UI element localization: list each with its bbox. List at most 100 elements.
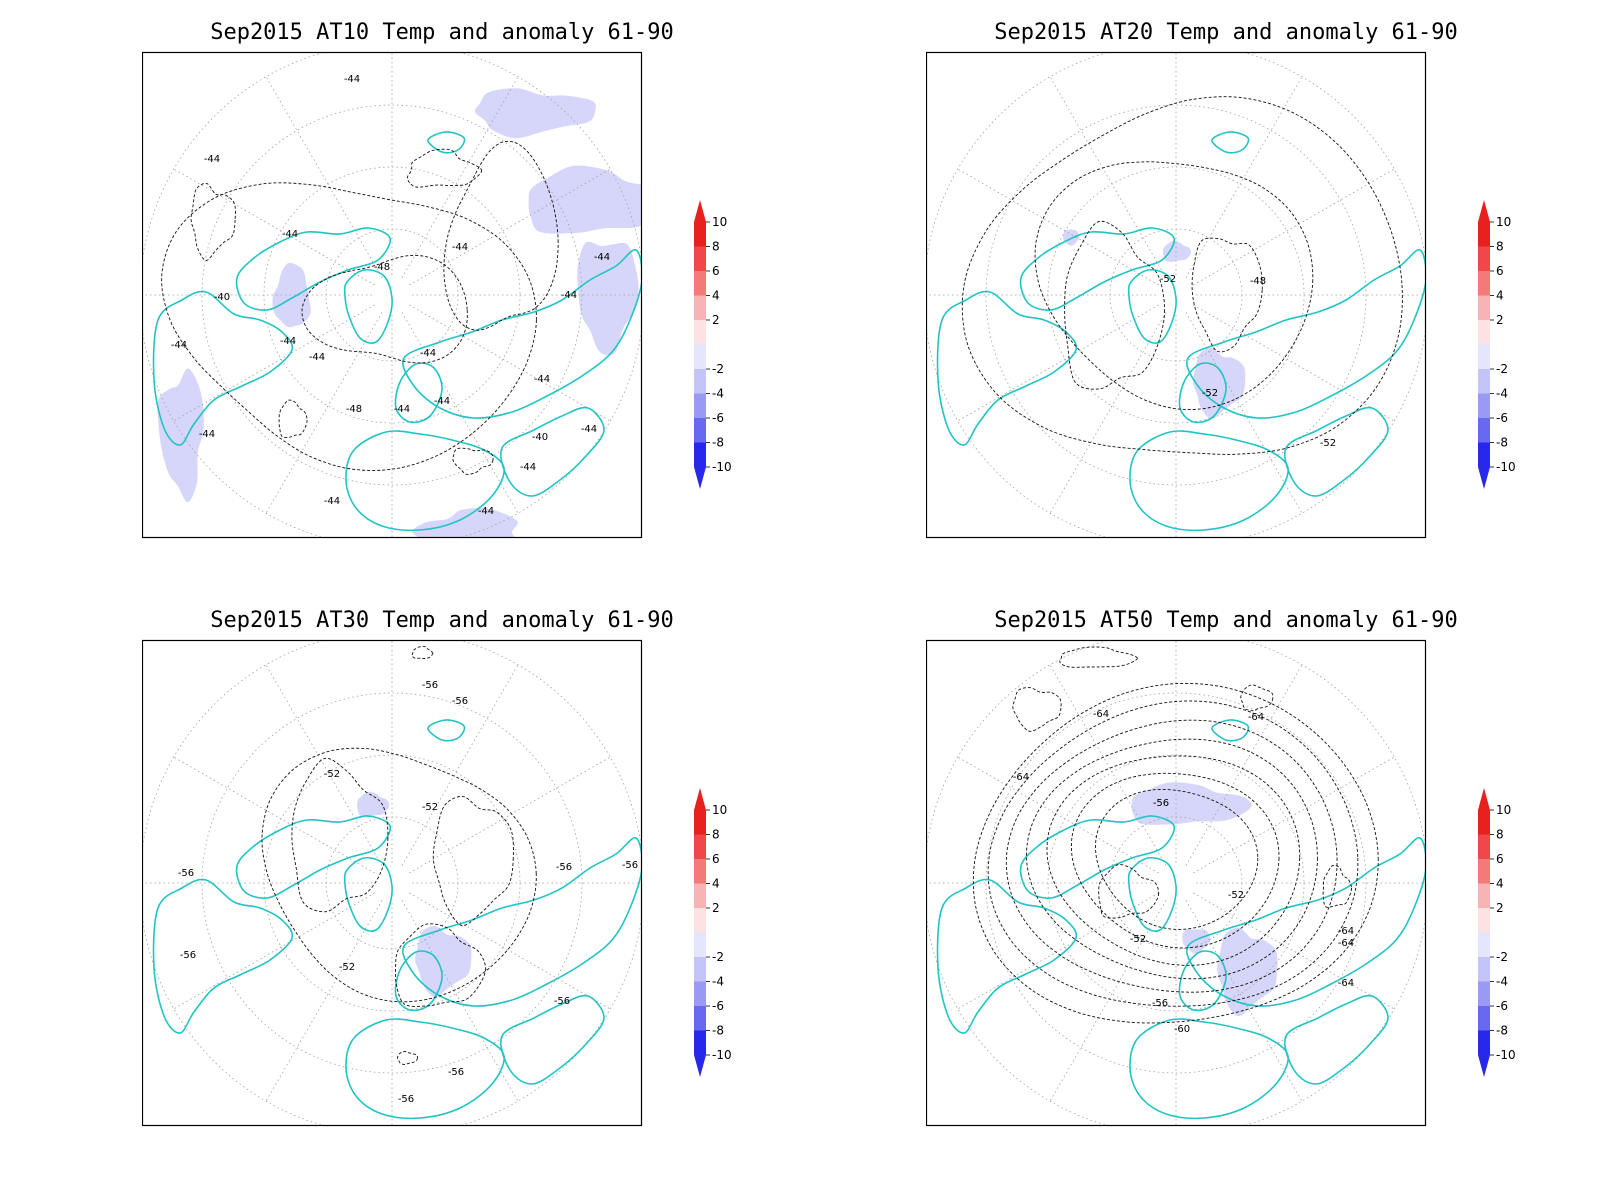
temperature-contour [961,96,1403,455]
colorbar-label: 6 [712,264,720,278]
colorbar-segment [1478,908,1490,933]
temperature-contour [1098,864,1160,919]
anomaly-region [1063,229,1080,246]
colorbar-segment [694,908,706,933]
colorbar-segment [694,222,706,247]
coastline [235,815,392,899]
temperature-contour [291,757,389,913]
colorbar-segment [694,320,706,345]
panel-title: Sep2015 AT30 Temp and anomaly 61-90 [210,608,674,633]
meridian-line [173,168,375,286]
temperature-contour [972,682,1379,1024]
anomaly-region [1193,348,1246,420]
map-area: -52 -48 -52 -52 [926,52,1426,538]
colorbar-segment [1478,859,1490,884]
temperature-contour [301,254,468,364]
contour-label: -56 [1152,998,1168,1009]
meridian-line [957,168,1159,286]
colorbar: 10 8 6 4 2 -2 -4 -6 -8 -10 [1478,200,1516,489]
coastline [1129,1018,1289,1120]
temperature-contour [190,182,236,261]
colorbar-segment [1478,834,1490,859]
colorbar-segment [694,834,706,859]
contour-label: -60 [1174,1024,1190,1035]
colorbar-label: -4 [712,975,724,989]
map-area: -64 -64-64-64-56-52-52 -64-64-56-60 [926,640,1426,1126]
anomaly-region [577,241,639,356]
panel-title: Sep2015 AT20 Temp and anomaly 61-90 [994,20,1458,45]
colorbar-segment [694,246,706,271]
temperature-contour [1034,161,1314,410]
temperature-contour [161,182,537,471]
colorbar-segment [694,271,706,296]
contour-label: -56 [554,996,570,1007]
contour-label: -44 [324,496,340,507]
anomaly-region [357,791,390,817]
colorbar-label: -4 [1496,975,1508,989]
colorbar-label: -8 [1496,436,1508,450]
contour-label: -64 [1338,978,1354,989]
colorbar-arrow-top [1478,788,1490,810]
coastline [427,131,466,154]
colorbar-label: -10 [712,460,732,474]
colorbar-label: 2 [1496,901,1504,915]
latitude-circle [985,692,1367,1074]
colorbar-segment [1478,418,1490,443]
latitude-circle [985,104,1367,486]
colorbar-label: -6 [1496,411,1508,425]
colorbar-label: -8 [712,436,724,450]
colorbar-arrow-bottom [1478,467,1490,489]
colorbar-segment [1478,295,1490,320]
contour-label: -44 [344,74,360,85]
colorbar-label: -6 [712,999,724,1013]
colorbar-arrow-top [694,788,706,810]
colorbar-segment [1478,1006,1490,1031]
anomaly-region [272,262,311,328]
contour-label: -44 [171,340,187,351]
colorbar-label: 10 [1496,803,1511,817]
colorbar-segment [1478,246,1490,271]
panel-at10: Sep2015 AT10 Temp and anomaly 61-90 -44-… [142,20,742,580]
colorbar-arrow-top [694,200,706,222]
contour-label: -64 [1338,938,1354,949]
coastline [152,878,294,1034]
colorbar-segment [694,442,706,467]
coastline [343,268,393,344]
colorbar-segment [694,957,706,982]
coastline [394,950,443,1012]
latitude-circle [201,692,583,1074]
contour-label: -40 [532,432,548,443]
coastline [936,290,1078,446]
contour-label: -44 [478,506,494,517]
contour-label: -64 [1013,772,1029,783]
contour-label: -56 [178,868,194,879]
colorbar-label: -10 [1496,1048,1516,1062]
colorbar-label: 2 [1496,313,1504,327]
map-svg: -44-44-44-44-44-40-44 -44-48-44-44 -44-48-… [142,51,732,539]
colorbar-segment [694,932,706,957]
colorbar-label: 8 [1496,240,1504,254]
contour-label: -44 [280,336,296,347]
coastline [1019,227,1176,311]
colorbar-segment [1478,393,1490,418]
map-area: -44 -44 -44 -44 -44 -40 -44 -44 -48 -44 -44 -44 -48 -… [142,52,642,538]
colorbar-segment [694,369,706,394]
temperature-contour [1046,755,1301,966]
coastline [500,406,605,497]
contour-label: -56 [622,860,638,871]
contour-label: -56 [556,862,572,873]
contour-label: -56 [180,950,196,961]
contour-label: -44 [534,374,550,385]
colorbar-segment [694,883,706,908]
colorbar-segment [694,859,706,884]
coastline [1127,856,1177,932]
temperature-contour [432,795,514,926]
colorbar-segment [1478,320,1490,345]
contour-label: -44 [452,242,468,253]
colorbar-segment [694,981,706,1006]
colorbar-label: -2 [712,950,724,964]
colorbar-segment [694,418,706,443]
contour-label: -52 [1228,890,1244,901]
meridian-line [957,304,1159,422]
contour-label: -52 [422,802,438,813]
